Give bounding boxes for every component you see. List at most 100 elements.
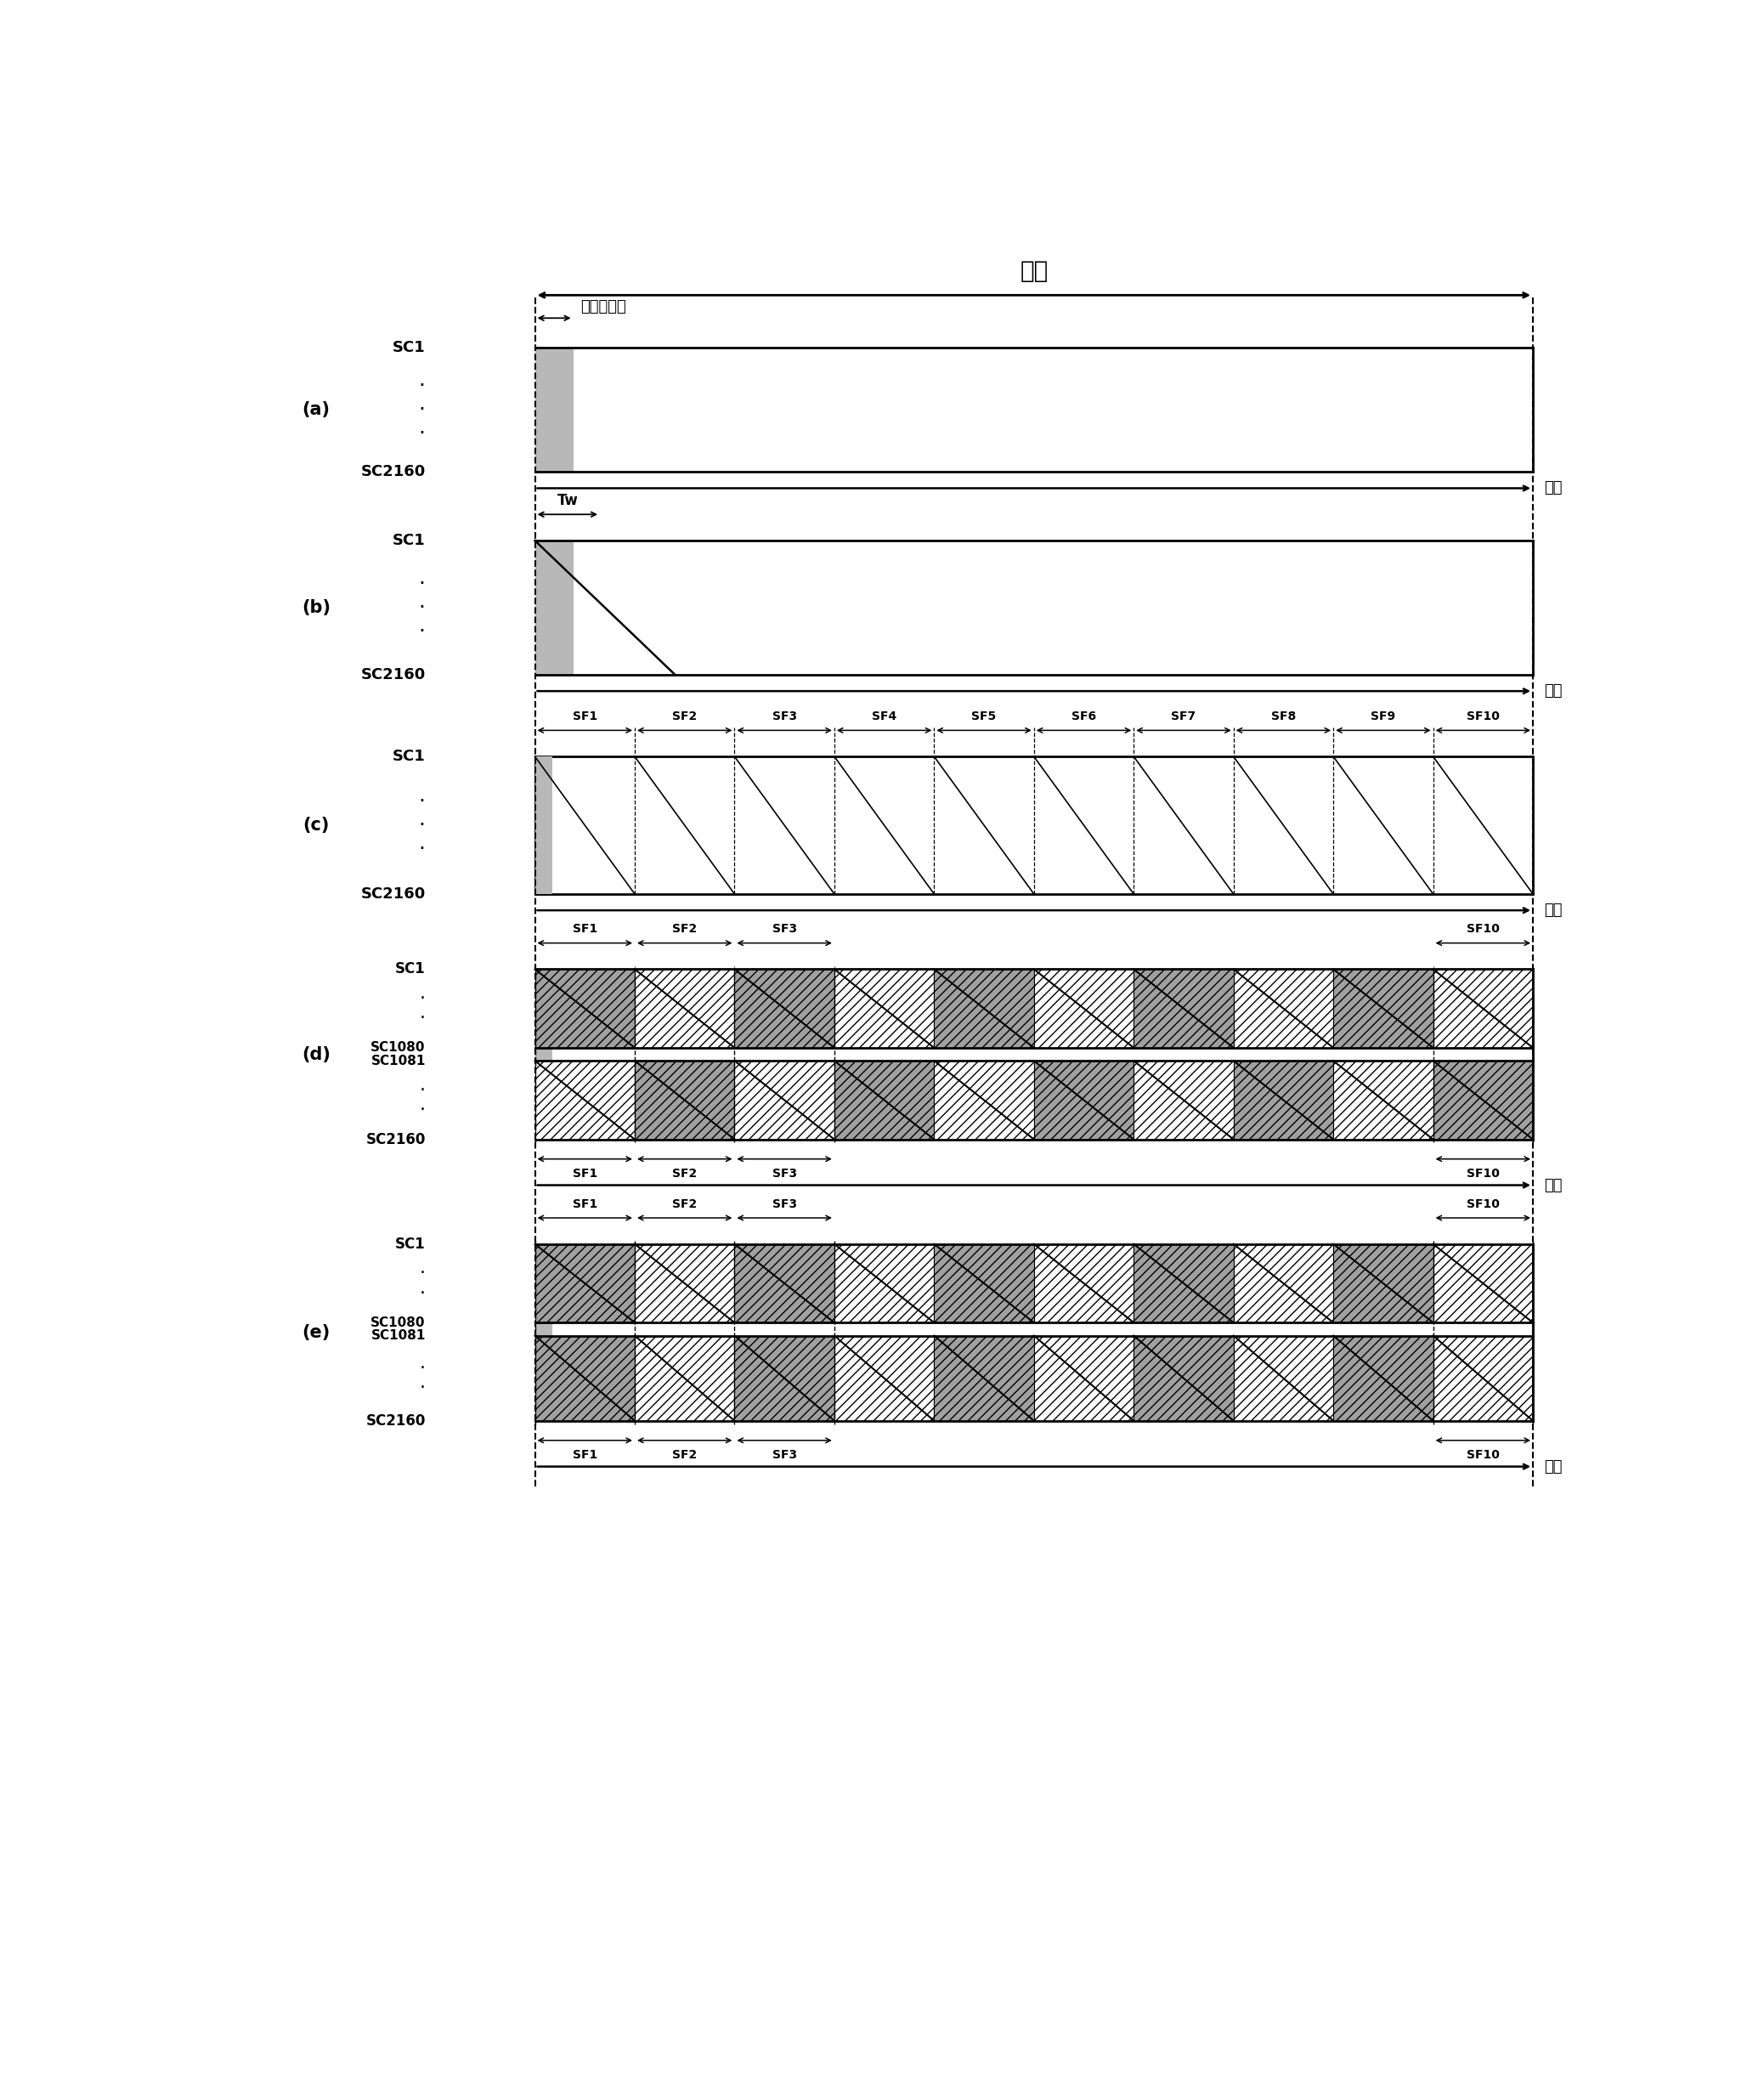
Bar xyxy=(834,1335,935,1421)
Bar xyxy=(534,1335,635,1421)
Text: SF5: SF5 xyxy=(972,710,997,723)
Bar xyxy=(1334,1335,1432,1421)
Text: SF3: SF3 xyxy=(773,923,797,936)
Text: ·
·: · · xyxy=(420,1360,425,1398)
Text: SC1: SC1 xyxy=(395,961,425,978)
Bar xyxy=(635,969,734,1049)
Text: SC2160: SC2160 xyxy=(365,1132,425,1147)
Text: SF1: SF1 xyxy=(572,1199,598,1210)
Bar xyxy=(734,1245,834,1322)
Text: SC1080: SC1080 xyxy=(370,1042,425,1055)
Text: SC1: SC1 xyxy=(393,533,425,547)
Text: SF1: SF1 xyxy=(572,1168,598,1180)
Text: SF10: SF10 xyxy=(1466,923,1499,936)
Text: SF10: SF10 xyxy=(1466,1450,1499,1460)
Text: SF1: SF1 xyxy=(572,1450,598,1460)
Bar xyxy=(1432,1245,1533,1322)
Bar xyxy=(534,541,573,675)
Text: 格式化期间: 格式化期间 xyxy=(580,299,626,315)
Bar xyxy=(1233,1061,1334,1139)
Text: SF10: SF10 xyxy=(1466,1168,1499,1180)
Bar xyxy=(1432,1335,1533,1421)
Text: 时间: 时间 xyxy=(1544,1178,1563,1193)
Bar xyxy=(1334,1245,1432,1322)
Text: SF1: SF1 xyxy=(572,923,598,936)
Text: SF2: SF2 xyxy=(672,1199,697,1210)
Text: SC1080: SC1080 xyxy=(370,1316,425,1329)
Text: SF10: SF10 xyxy=(1466,710,1499,723)
Bar xyxy=(534,347,573,472)
Text: SF9: SF9 xyxy=(1371,710,1395,723)
Text: 时间: 时间 xyxy=(1544,683,1563,698)
Bar xyxy=(935,969,1034,1049)
Text: (a): (a) xyxy=(302,401,330,418)
Bar xyxy=(734,1061,834,1139)
Text: SC1081: SC1081 xyxy=(370,1055,425,1067)
Text: SC1: SC1 xyxy=(395,1237,425,1251)
Bar xyxy=(1233,969,1334,1049)
Text: SC1: SC1 xyxy=(393,341,425,355)
Bar xyxy=(935,1335,1034,1421)
Text: ·
·
·: · · · xyxy=(418,792,425,859)
Bar xyxy=(635,1061,734,1139)
Bar xyxy=(534,756,552,894)
Bar xyxy=(1034,1061,1134,1139)
Bar xyxy=(1034,969,1134,1049)
Text: SF2: SF2 xyxy=(672,923,697,936)
Bar xyxy=(635,1245,734,1322)
Bar xyxy=(534,1245,552,1421)
Bar xyxy=(534,1061,635,1139)
Text: ·
·: · · xyxy=(420,1082,425,1118)
Text: SC2160: SC2160 xyxy=(362,886,425,902)
Bar xyxy=(1134,1335,1233,1421)
Bar xyxy=(1334,1061,1432,1139)
Text: ·
·: · · xyxy=(420,1266,425,1301)
Text: Tw: Tw xyxy=(557,493,579,508)
Text: 时间: 时间 xyxy=(1544,480,1563,495)
Text: 一场: 一场 xyxy=(1020,259,1048,284)
Bar xyxy=(1233,1245,1334,1322)
Bar xyxy=(1134,1245,1233,1322)
Text: SF2: SF2 xyxy=(672,710,697,723)
Bar xyxy=(734,1335,834,1421)
Text: SC1081: SC1081 xyxy=(370,1329,425,1341)
Text: ·
·
·: · · · xyxy=(418,574,425,641)
Text: SF3: SF3 xyxy=(773,1168,797,1180)
Bar xyxy=(1034,1335,1134,1421)
Text: SC2160: SC2160 xyxy=(362,666,425,683)
Bar xyxy=(534,969,635,1049)
Text: (b): (b) xyxy=(302,600,330,616)
Text: (e): (e) xyxy=(302,1324,330,1341)
Bar xyxy=(834,969,935,1049)
Bar xyxy=(1034,1245,1134,1322)
Text: ·
·
·: · · · xyxy=(418,376,425,443)
Text: SC2160: SC2160 xyxy=(365,1412,425,1429)
Text: ·
·: · · xyxy=(420,990,425,1028)
Bar xyxy=(534,1245,635,1322)
Text: SF8: SF8 xyxy=(1272,710,1297,723)
Bar xyxy=(1432,969,1533,1049)
Bar xyxy=(534,756,1533,894)
Text: 时间: 时间 xyxy=(1544,1458,1563,1475)
Text: SF2: SF2 xyxy=(672,1450,697,1460)
Text: (c): (c) xyxy=(303,817,330,834)
Text: SC2160: SC2160 xyxy=(362,464,425,480)
Text: SF3: SF3 xyxy=(773,1199,797,1210)
Text: SF6: SF6 xyxy=(1071,710,1095,723)
Bar xyxy=(534,969,552,1139)
Bar xyxy=(1134,969,1233,1049)
Text: SF3: SF3 xyxy=(773,710,797,723)
Bar xyxy=(935,1245,1034,1322)
Text: 时间: 时间 xyxy=(1544,902,1563,917)
Text: (d): (d) xyxy=(302,1047,330,1063)
Bar xyxy=(734,969,834,1049)
Text: SF7: SF7 xyxy=(1171,710,1196,723)
Bar xyxy=(1334,969,1432,1049)
Text: SF10: SF10 xyxy=(1466,1199,1499,1210)
Bar xyxy=(1432,1061,1533,1139)
Bar xyxy=(1134,1061,1233,1139)
Bar xyxy=(834,1061,935,1139)
Text: SC1: SC1 xyxy=(393,748,425,765)
Text: SF2: SF2 xyxy=(672,1168,697,1180)
Text: SF3: SF3 xyxy=(773,1450,797,1460)
